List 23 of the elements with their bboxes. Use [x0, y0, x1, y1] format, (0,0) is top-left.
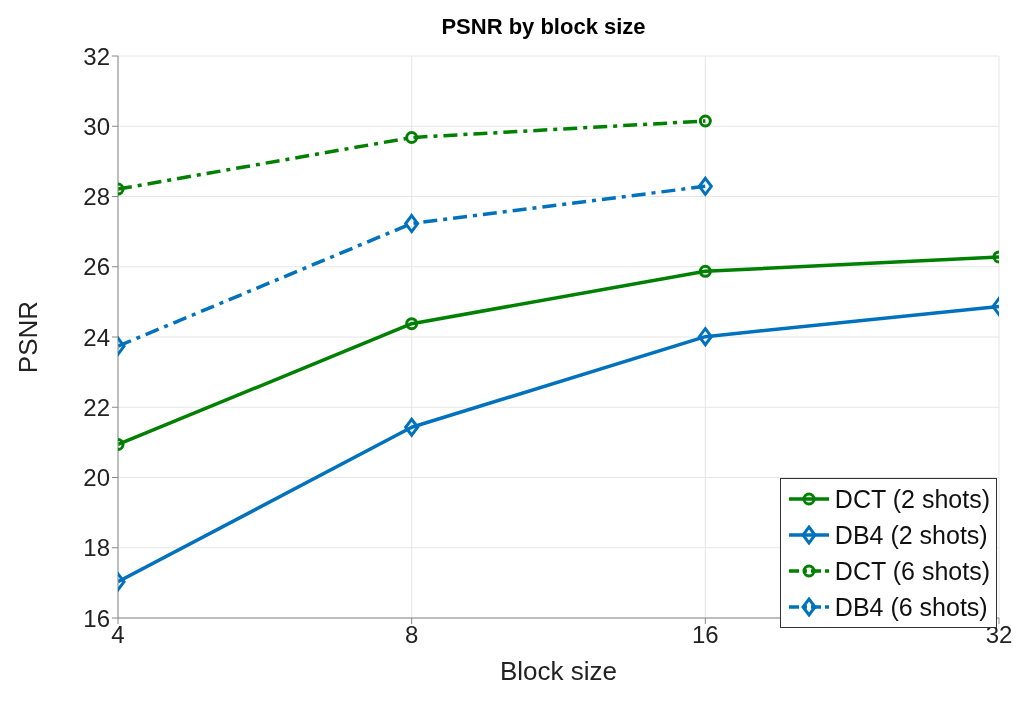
legend-label: DB4 (6 shots) — [834, 593, 988, 621]
chart-title: PSNR by block size — [440, 14, 647, 40]
legend-label: DB4 (2 shots) — [834, 520, 988, 551]
point — [405, 130, 419, 144]
x-tick-label: 4 — [111, 621, 125, 649]
y-tick-label: 28 — [83, 183, 110, 211]
legend-label: DCT (6 shots) — [834, 556, 990, 587]
x-tick-label: 16 — [691, 621, 719, 649]
y-tick-label: 30 — [83, 112, 110, 140]
y-tick-label: 26 — [83, 253, 110, 281]
point — [698, 114, 712, 128]
x-tick-label: 8 — [404, 621, 419, 649]
point — [404, 214, 420, 234]
y-tick-label: 20 — [83, 464, 110, 492]
y-tick-label: 16 — [83, 604, 110, 632]
legend-label: DCT (2 shots) — [834, 484, 990, 515]
y-axis-title: PSNR — [13, 300, 44, 374]
x-axis-title: Block size — [499, 656, 618, 686]
y-tick-label: 24 — [83, 323, 110, 351]
y-tick-label: 22 — [83, 393, 110, 421]
y-tick-label: 18 — [83, 534, 110, 562]
y-tick-label: 32 — [83, 42, 110, 70]
point — [697, 176, 713, 196]
